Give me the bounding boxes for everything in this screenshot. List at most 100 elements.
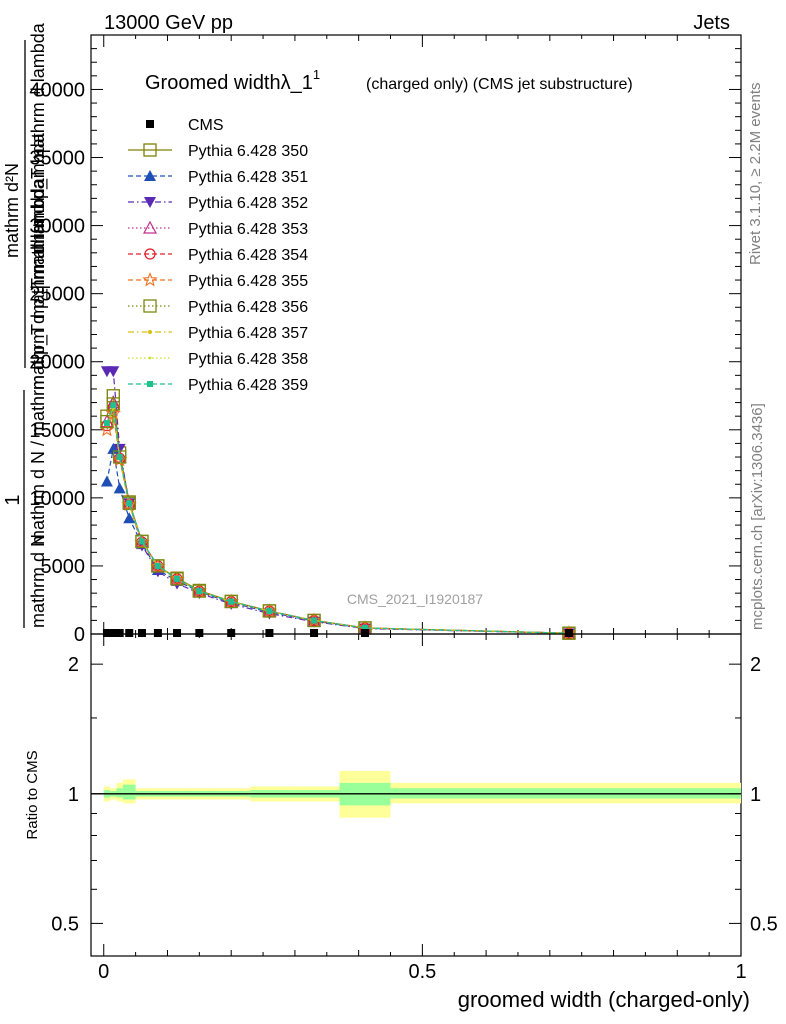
analysis-watermark: CMS_2021_I1920187 (347, 591, 483, 607)
data-point (265, 629, 274, 637)
series-line (106, 370, 569, 634)
ratio-tick-label-right: 2 (750, 654, 761, 676)
y-tick-label: 25000 (29, 284, 85, 306)
legend-label: Pythia 6.428 359 (188, 377, 308, 394)
ratio-bands (91, 770, 741, 818)
ratio-tick-label: 2 (68, 654, 79, 676)
y-tick-label: 40000 (29, 79, 85, 101)
series-pythia-6-428-351 (100, 442, 575, 639)
data-point (174, 575, 181, 582)
y-label-overlap-1: mathrm d p_T mathrm d lambda (28, 132, 49, 390)
legend-label: Pythia 6.428 351 (188, 169, 308, 186)
legend-marker (143, 299, 157, 313)
series-line (106, 448, 569, 634)
data-point (107, 366, 120, 378)
y-tick-label: 0 (74, 624, 85, 646)
data-point (122, 496, 136, 510)
series-line (106, 405, 569, 634)
ratio-band-inner (116, 788, 123, 798)
main-series-group (99, 366, 577, 640)
y-tick-label: 5000 (41, 556, 86, 578)
data-point (362, 625, 369, 632)
legend-entry: Pythia 6.428 359 (128, 377, 308, 394)
main-y-axis: 0 5000 10000 15000 20000 25000 30000 35000 40000 (29, 48, 741, 646)
chart-title: Groomed widthλ_11 (145, 67, 320, 94)
series-line (106, 407, 569, 634)
data-point (262, 604, 277, 618)
data-point (266, 608, 273, 615)
legend-entry: Pythia 6.428 353 (128, 220, 308, 238)
legend-entry: Pythia 6.428 354 (128, 247, 308, 264)
y-tick-label: 30000 (29, 216, 85, 238)
legend-marker (143, 143, 157, 157)
legend-marker (148, 330, 152, 334)
series-line (106, 395, 569, 634)
series-pythia-6-428-352 (100, 366, 575, 640)
y-tick-label: 35000 (29, 148, 85, 170)
ratio-tick-label-right: 1 (750, 784, 761, 806)
series-line (106, 407, 569, 634)
data-point (134, 534, 150, 550)
mcplots-label: mcplots.cern.ch [arXiv:1306.3436] (749, 403, 766, 630)
data-point (116, 454, 123, 461)
series-pythia-6-428-353 (99, 395, 576, 639)
ratio-band-inner (122, 784, 136, 800)
legend-entry: Pythia 6.428 351 (128, 169, 308, 186)
data-point (153, 629, 162, 637)
legend-label: Pythia 6.428 356 (188, 299, 308, 316)
legend-entry: CMS (146, 117, 224, 134)
chart-title-superscript: 1 (313, 67, 320, 82)
data-point (137, 629, 146, 637)
y-label-main-numerator: mathrm d²N (2, 163, 22, 258)
data-point (310, 629, 319, 637)
data-point (113, 482, 126, 494)
data-point (228, 598, 235, 605)
legend-label: Pythia 6.428 353 (188, 221, 308, 238)
y-label-overlap-2: mathrm d N / mathrm d p_T mathrm d lambd… (28, 178, 49, 545)
legend-marker (147, 381, 153, 387)
legend-entry: Pythia 6.428 350 (128, 143, 308, 160)
data-point (311, 617, 318, 624)
y-label-fraction-numerator: 1 (2, 494, 24, 505)
data-point (307, 613, 321, 628)
y-tick-label: 20000 (29, 352, 85, 374)
main-y-label: 1 mathrm d N mathrm d²N mathrm d p_T mat… (2, 22, 49, 628)
data-point (169, 571, 185, 587)
ratio-y-axis: 0.5 0.5 1 1 2 2 (51, 654, 778, 935)
data-point (106, 389, 120, 403)
ratio-y-label: Ratio to CMS (24, 750, 41, 839)
data-point (173, 629, 182, 637)
rivet-version-label: Rivet 3.1.10, ≥ 2.2M events (747, 83, 764, 266)
data-point (135, 534, 149, 549)
legend-entry: Pythia 6.428 355 (128, 271, 308, 290)
series-pythia-6-428-354 (101, 402, 575, 639)
data-point (115, 629, 124, 637)
y-tick-label: 15000 (29, 420, 85, 442)
data-point (113, 450, 127, 464)
ratio-x-axis: 0 0.5 1 (98, 634, 747, 983)
series-pythia-6-428-350 (100, 389, 576, 640)
data-point (100, 414, 114, 429)
x-tick-label: 0 (98, 961, 109, 983)
legend-entry: Pythia 6.428 357 (128, 325, 308, 342)
y-label-fraction-denominator: mathrm d N (28, 534, 48, 628)
data-point (564, 629, 573, 637)
chart-title-main: Groomed widthλ_1 (145, 72, 313, 94)
legend-marker (148, 356, 152, 360)
data-point (103, 419, 110, 426)
legend-label: Pythia 6.428 350 (188, 143, 308, 160)
legend: CMS Pythia 6.428 350 Pythia 6.428 351 Pythi… (128, 117, 308, 394)
series-line (106, 402, 569, 634)
series-pythia-6-428-355 (99, 405, 577, 640)
series-pythia-6-428-357 (104, 406, 571, 636)
series-pythia-6-428-356 (100, 397, 576, 640)
data-point (125, 629, 134, 637)
data-point (192, 584, 206, 598)
ratio-tick-label-right: 0.5 (750, 913, 778, 935)
legend-label: Pythia 6.428 355 (188, 273, 308, 290)
legend-marker (144, 197, 156, 208)
data-point (195, 629, 204, 637)
data-point (151, 559, 165, 573)
data-point (102, 629, 111, 637)
